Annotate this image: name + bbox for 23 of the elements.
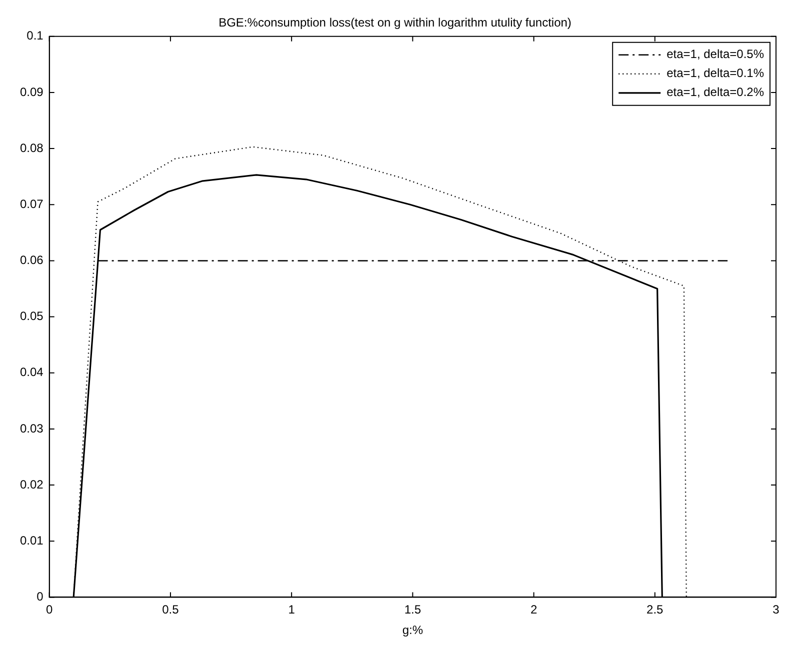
y-tick-label: 0.06 (20, 253, 44, 268)
x-tick-label: 0.5 (162, 602, 180, 617)
y-tick-label: 0.04 (20, 365, 44, 380)
y-tick-label: 0.08 (20, 140, 44, 155)
y-tick-label: 0.02 (20, 477, 44, 492)
x-tick-label: 2.5 (646, 602, 664, 617)
legend-label: eta=1, delta=0.5% (666, 47, 764, 62)
x-tick-label: 1 (288, 602, 296, 617)
y-tick-label: 0.01 (20, 533, 44, 548)
y-tick-label: 0.09 (20, 84, 44, 99)
x-tick-label: 2 (530, 602, 538, 617)
x-tick-label: 3 (772, 602, 780, 617)
y-tick-label: 0.03 (20, 421, 44, 436)
x-axis-title: g:% (402, 623, 424, 638)
y-tick-label: 0.05 (20, 309, 44, 324)
x-tick-label: 0 (46, 602, 54, 617)
legend-label: eta=1, delta=0.1% (666, 66, 764, 80)
y-tick-label: 0 (36, 590, 44, 604)
x-tick-label: 1.5 (404, 602, 422, 617)
y-tick-label: 0.07 (20, 196, 44, 211)
y-tick-label: 0.1 (26, 28, 44, 43)
legend-label: eta=1, delta=0.2% (666, 85, 764, 100)
chart-title: BGE:%consumption loss(test on g within logarithm utulity function) (218, 16, 572, 30)
